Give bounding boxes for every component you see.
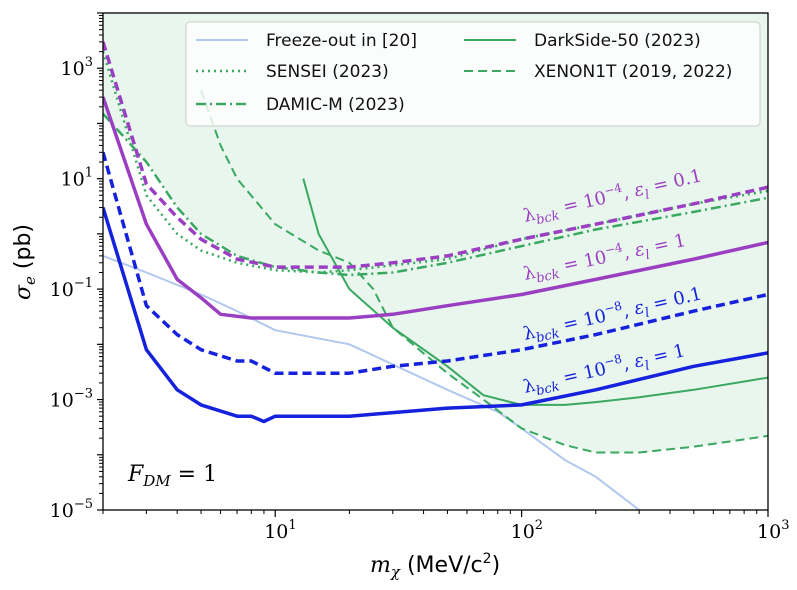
- series-line-3: [302, 178, 768, 406]
- y-tick-label-3: 101: [61, 166, 93, 191]
- plot-frame: [102, 12, 769, 511]
- x-tick-label-1: 102: [511, 518, 543, 543]
- series-line-2: [103, 112, 768, 277]
- legend-label-4: DAMIC-M (2023): [266, 95, 405, 115]
- legend-label-3: XENON1T (2019, 2022): [534, 62, 732, 82]
- x-tick-label-0: 101: [264, 518, 296, 543]
- legend-label-1: DarkSide-50 (2023): [534, 31, 701, 51]
- legend-label-0: Freeze-out in [20]: [266, 31, 417, 51]
- y-tick-label-4: 103: [61, 55, 93, 80]
- legend-label-2: SENSEI (2023): [266, 62, 389, 82]
- y-axis-label: σe (pb): [11, 224, 39, 300]
- series-line-4: [200, 89, 768, 454]
- x-tick-label-2: 103: [757, 518, 789, 543]
- fdm-annotation: FDM = 1: [127, 462, 217, 490]
- axes: 101 102 103 10−5 10−3 10−1 101 103 mχ (MeV/c2) σe…: [11, 12, 789, 581]
- series-layer: [103, 41, 768, 510]
- y-tick-label-1: 10−3: [50, 387, 93, 412]
- legend: Freeze-out in [20] DarkSide-50 (2023) SENS…: [185, 21, 761, 127]
- y-tick-label-0: 10−5: [50, 497, 93, 522]
- y-tick-label-2: 10−1: [50, 276, 93, 301]
- series-line-7: [103, 151, 768, 375]
- series-line-8: [103, 206, 768, 424]
- annotation: FDM = 1: [127, 462, 217, 490]
- x-axis-label: mχ (MeV/c2): [370, 551, 500, 581]
- series-line-5: [103, 41, 768, 269]
- series-line-6: [103, 96, 768, 320]
- legend-box: [185, 21, 761, 127]
